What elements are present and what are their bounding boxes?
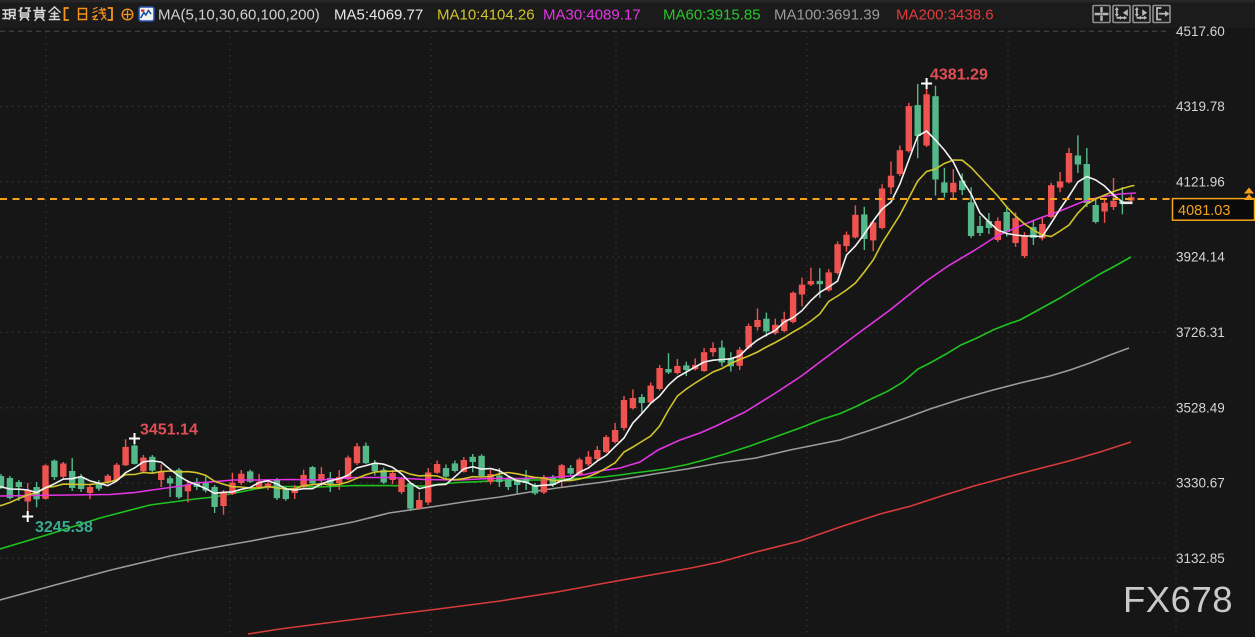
svg-text:MA200:3438.6: MA200:3438.6 bbox=[896, 7, 994, 24]
svg-text:3245.38: 3245.38 bbox=[35, 519, 93, 536]
svg-text:3924.14: 3924.14 bbox=[1176, 250, 1225, 265]
svg-text:3451.14: 3451.14 bbox=[140, 422, 198, 439]
svg-text:MA5:4069.77: MA5:4069.77 bbox=[334, 7, 423, 24]
svg-text:3330.67: 3330.67 bbox=[1176, 476, 1225, 491]
svg-text:4381.29: 4381.29 bbox=[930, 67, 988, 84]
svg-text:4319.78: 4319.78 bbox=[1176, 99, 1225, 114]
svg-text:3726.31: 3726.31 bbox=[1176, 325, 1225, 340]
svg-text:4081.03: 4081.03 bbox=[1178, 203, 1230, 219]
svg-text:3132.85: 3132.85 bbox=[1176, 551, 1225, 566]
svg-text:MA10:4104.26: MA10:4104.26 bbox=[437, 7, 535, 24]
svg-text:3528.49: 3528.49 bbox=[1176, 400, 1225, 415]
svg-text:4121.96: 4121.96 bbox=[1176, 174, 1225, 189]
svg-text:4517.60: 4517.60 bbox=[1176, 24, 1225, 39]
svg-text:MA100:3691.39: MA100:3691.39 bbox=[774, 7, 880, 24]
svg-text:MA60:3915.85: MA60:3915.85 bbox=[663, 7, 761, 24]
svg-text:MA(5,10,30,60,100,200): MA(5,10,30,60,100,200) bbox=[158, 7, 320, 24]
svg-text:FX678: FX678 bbox=[1123, 579, 1233, 620]
svg-text:MA30:4089.17: MA30:4089.17 bbox=[543, 7, 641, 24]
